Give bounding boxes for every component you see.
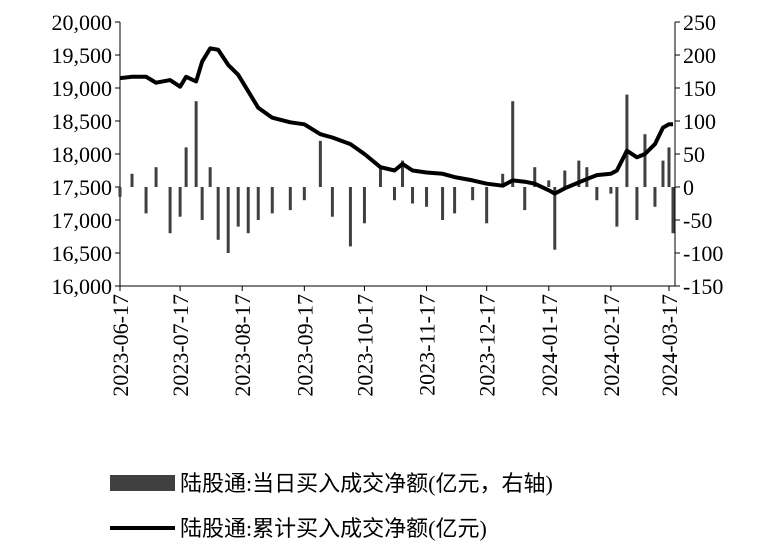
bar — [236, 187, 240, 227]
bar — [533, 167, 537, 187]
bar — [226, 187, 230, 253]
bar — [643, 134, 647, 187]
y-tick-label: 19,000 — [52, 76, 113, 101]
bar — [194, 101, 198, 187]
y2-tick-label: 50 — [683, 142, 705, 167]
legend-label: 陆股通:当日买入成交净额(亿元，右轴) — [180, 471, 553, 496]
legend-label: 陆股通:累计买入成交净额(亿元) — [180, 516, 487, 541]
bar — [485, 187, 489, 224]
bar — [511, 101, 515, 187]
x-tick-label: 2023-11-17 — [415, 294, 440, 396]
bar — [553, 187, 557, 250]
y2-tick-label: -100 — [683, 241, 723, 266]
bar — [318, 140, 322, 187]
bar — [208, 167, 212, 187]
x-tick-label: 2023-06-17 — [108, 294, 133, 397]
bar — [401, 160, 405, 187]
bar — [270, 187, 274, 214]
bar — [184, 147, 188, 187]
y2-tick-label: 100 — [683, 109, 716, 134]
bar — [425, 187, 429, 207]
x-tick-label: 2023-12-17 — [475, 294, 500, 397]
x-tick-label: 2024-03-17 — [657, 294, 682, 397]
y2-tick-label: -50 — [683, 208, 712, 233]
y2-tick-label: 200 — [683, 43, 716, 68]
bar — [625, 94, 629, 187]
y-tick-label: 18,500 — [52, 109, 113, 134]
y-tick-label: 17,500 — [52, 175, 113, 200]
bar — [288, 187, 292, 211]
y-tick-label: 16,000 — [52, 274, 113, 299]
bar — [330, 187, 334, 217]
bar — [635, 187, 639, 220]
y-tick-label: 18,000 — [52, 142, 113, 167]
legend-swatch — [110, 475, 175, 491]
bar — [144, 187, 148, 214]
bar — [348, 187, 352, 247]
bar — [471, 187, 475, 201]
bar — [441, 187, 445, 220]
y-tick-label: 16,500 — [52, 241, 113, 266]
y2-tick-label: -150 — [683, 274, 723, 299]
bar — [411, 187, 415, 204]
bar — [168, 187, 172, 234]
bar — [563, 170, 567, 187]
bar — [378, 167, 382, 187]
x-tick-label: 2024-02-17 — [599, 294, 624, 397]
x-tick-label: 2023-10-17 — [352, 294, 377, 397]
bar — [216, 187, 220, 240]
bar — [595, 187, 599, 201]
x-tick-label: 2023-07-17 — [168, 294, 193, 397]
bar — [501, 173, 505, 187]
x-tick-label: 2023-09-17 — [292, 294, 317, 397]
bar — [671, 187, 675, 234]
bar — [667, 147, 671, 187]
bar — [392, 187, 396, 201]
bar — [547, 180, 551, 187]
x-tick-label: 2024-01-17 — [537, 294, 562, 397]
bar — [362, 187, 366, 224]
y-tick-label: 19,500 — [52, 43, 113, 68]
bar — [130, 173, 134, 187]
x-tick-label: 2023-08-17 — [230, 294, 255, 397]
bar — [615, 187, 619, 227]
bar — [246, 187, 250, 234]
bar — [302, 187, 306, 201]
y2-tick-label: 250 — [683, 10, 716, 35]
bar — [661, 160, 665, 187]
y2-tick-label: 150 — [683, 76, 716, 101]
y-tick-label: 17,000 — [52, 208, 113, 233]
y2-tick-label: 0 — [683, 175, 694, 200]
bar — [453, 187, 457, 214]
bar — [118, 187, 122, 197]
bar — [609, 187, 613, 194]
bar — [178, 187, 182, 217]
bar — [200, 187, 204, 220]
bar — [154, 167, 158, 187]
bar — [523, 187, 527, 211]
bar — [577, 160, 581, 187]
line — [119, 46, 673, 196]
y-tick-label: 20,000 — [52, 10, 113, 35]
bar — [256, 187, 260, 220]
bar — [653, 187, 657, 207]
